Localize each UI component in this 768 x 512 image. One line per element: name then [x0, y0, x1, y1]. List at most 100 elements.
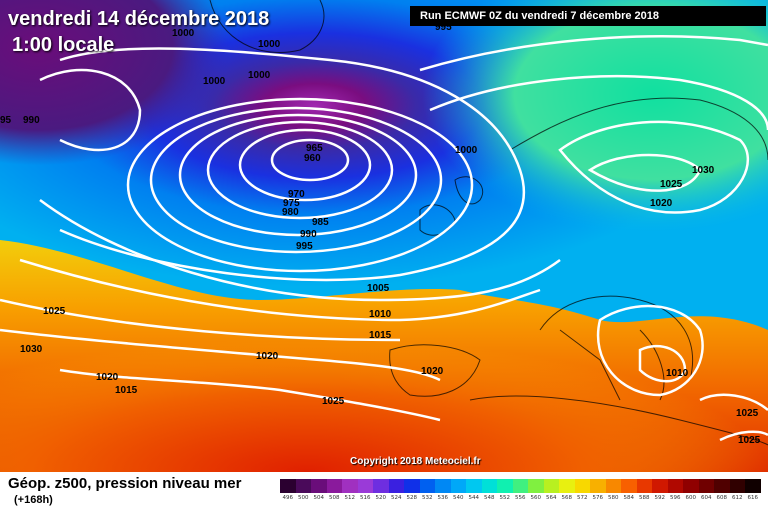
scale-tick-label: 616 [747, 495, 759, 501]
scale-swatch: 516 [357, 479, 373, 501]
isobar-label: 1010 [666, 368, 689, 379]
scale-swatch: 552 [497, 479, 513, 501]
scale-swatch: 544 [466, 479, 482, 501]
color-scale: 496 500 504 508 512 516 520 524 528 532 536 540 544 5… [280, 479, 761, 501]
weather-map: 995 1000 1000 1000 1000 1000 95 990 965 … [0, 0, 768, 472]
scale-tick-label: 604 [701, 495, 712, 501]
isobar-label: 1020 [421, 366, 444, 377]
scale-swatch: 600 [683, 479, 699, 501]
scale-tick-label: 516 [360, 495, 371, 501]
map-canvas: 995 1000 1000 1000 1000 1000 95 990 965 … [0, 0, 768, 472]
scale-tick-label: 512 [344, 495, 356, 501]
isobar-label: 985 [312, 217, 329, 228]
isobar-label: 990 [300, 229, 317, 240]
model-run-info: Run ECMWF 0Z du vendredi 7 décembre 2018 [410, 6, 766, 26]
legend-area: Géop. z500, pression niveau mer (+168h) … [0, 472, 768, 512]
scale-tick-label: 548 [484, 495, 495, 501]
scale-swatch: 524 [388, 479, 404, 501]
scale-tick-label: 600 [685, 495, 697, 501]
scale-swatch: 564 [543, 479, 559, 501]
isobar-label: 960 [304, 153, 321, 164]
scale-swatch: 608 [714, 479, 730, 501]
scale-tick-label: 576 [592, 495, 604, 501]
scale-swatch: 532 [419, 479, 435, 501]
scale-tick-label: 612 [732, 495, 743, 501]
coastlines [209, 0, 768, 446]
scale-tick-label: 556 [515, 495, 526, 501]
scale-tick-label: 520 [375, 495, 387, 501]
scale-tick-label: 560 [530, 495, 542, 501]
scale-swatch: 520 [373, 479, 389, 501]
scale-tick-label: 572 [577, 495, 588, 501]
scale-swatch: 568 [559, 479, 575, 501]
scale-tick-label: 580 [608, 495, 619, 501]
scale-swatch: 556 [512, 479, 528, 501]
scale-tick-label: 500 [298, 495, 309, 501]
isobar-label: 1000 [455, 145, 478, 156]
scale-tick-label: 564 [546, 495, 557, 501]
scale-swatch: 560 [528, 479, 544, 501]
scale-tick-label: 524 [391, 495, 402, 501]
scale-tick-label: 532 [422, 495, 433, 501]
isobar-label: 975 [283, 198, 300, 209]
scale-swatch: 548 [481, 479, 497, 501]
scale-swatch: 572 [574, 479, 590, 501]
isobar-label: 1025 [736, 408, 759, 419]
scale-swatch: 612 [729, 479, 745, 501]
scale-tick-label: 588 [639, 495, 650, 501]
isobar-label: 965 [306, 143, 323, 154]
scale-tick-label: 504 [313, 495, 325, 501]
scale-swatch: 536 [435, 479, 451, 501]
scale-tick-label: 596 [670, 495, 681, 501]
isobar-label: 1015 [369, 330, 392, 341]
isobars [0, 35, 768, 442]
scale-swatch: 584 [621, 479, 637, 501]
isobar-label: 1025 [43, 306, 66, 317]
scale-swatch: 528 [404, 479, 420, 501]
scale-swatch: 596 [667, 479, 683, 501]
scale-swatch: 540 [450, 479, 466, 501]
legend-title: Géop. z500, pression niveau mer [8, 475, 242, 492]
scale-swatch: 512 [342, 479, 358, 501]
isobar-label: 1030 [692, 165, 715, 176]
scale-swatch: 576 [590, 479, 606, 501]
isobar-label: 1000 [248, 70, 271, 81]
isobar-label: 1005 [367, 283, 390, 294]
isobar-label: 995 [296, 241, 313, 252]
forecast-date: vendredi 14 décembre 2018 [8, 8, 270, 30]
isobar-label: 1010 [369, 309, 392, 320]
isobar-label: 1025 [322, 396, 345, 407]
legend-subtitle: (+168h) [14, 494, 53, 506]
copyright: Copyright 2018 Meteociel.fr [350, 456, 481, 467]
scale-swatch: 616 [745, 479, 761, 501]
scale-swatch: 592 [652, 479, 668, 501]
forecast-time: 1:00 locale [12, 34, 115, 56]
isobar-label: 1015 [115, 385, 138, 396]
scale-tick-label: 544 [468, 495, 480, 501]
scale-tick-label: 536 [437, 495, 449, 501]
scale-swatch: 604 [698, 479, 714, 501]
scale-tick-label: 584 [623, 495, 635, 501]
isobar-label: 1020 [256, 351, 279, 362]
isobar-labels: 995 1000 1000 1000 1000 1000 95 990 965 … [0, 22, 761, 446]
isobar-label: 1030 [20, 344, 43, 355]
isobar-label: 990 [23, 115, 40, 126]
scale-tick-label: 508 [329, 495, 340, 501]
scale-tick-label: 552 [499, 495, 511, 501]
scale-tick-label: 568 [561, 495, 573, 501]
isobar-label: 1020 [96, 372, 119, 383]
scale-tick-label: 496 [282, 495, 294, 501]
scale-tick-label: 608 [716, 495, 728, 501]
scale-swatch: 496 [280, 479, 296, 501]
scale-tick-label: 592 [654, 495, 666, 501]
scale-swatch: 500 [295, 479, 311, 501]
scale-swatch: 588 [636, 479, 652, 501]
isobar-label: 980 [282, 207, 299, 218]
isobar-label: 1025 [660, 179, 683, 190]
isobar-label: 1000 [172, 28, 195, 39]
isobar-label: 970 [288, 189, 305, 200]
isobar-label: 1000 [203, 76, 226, 87]
scale-tick-label: 540 [453, 495, 464, 501]
scale-swatch: 580 [605, 479, 621, 501]
scale-swatch: 504 [311, 479, 327, 501]
